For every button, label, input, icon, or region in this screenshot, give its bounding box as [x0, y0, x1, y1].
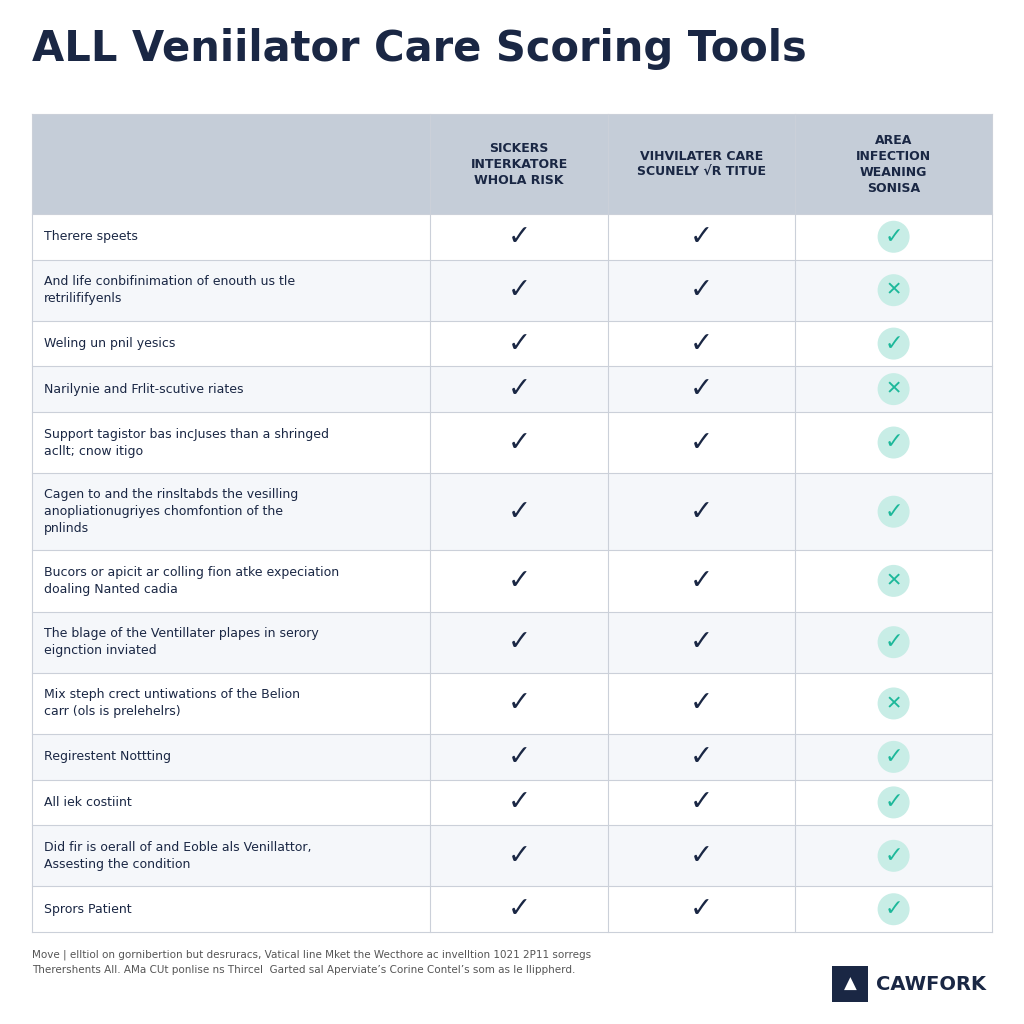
- Text: ✓: ✓: [885, 793, 903, 812]
- Text: Mix steph crect untiwations of the Belion
carr (ols is prelehelrs): Mix steph crect untiwations of the Belio…: [44, 688, 300, 719]
- Bar: [32, 114, 992, 214]
- Text: ✓: ✓: [690, 742, 714, 771]
- Text: SICKERS
INTERKATORE
WHOLA RISK: SICKERS INTERKATORE WHOLA RISK: [471, 141, 568, 186]
- Text: ✓: ✓: [690, 330, 714, 357]
- Text: ✓: ✓: [508, 689, 530, 718]
- Bar: [32, 214, 992, 259]
- Text: ✕: ✕: [886, 694, 902, 713]
- Text: ✓: ✓: [508, 567, 530, 595]
- Bar: [32, 673, 992, 734]
- Circle shape: [878, 741, 909, 773]
- Bar: [831, 966, 868, 1002]
- Text: ✓: ✓: [508, 375, 530, 403]
- Text: Narilynie and Frlit-scutive riates: Narilynie and Frlit-scutive riates: [44, 383, 244, 395]
- Circle shape: [878, 496, 909, 527]
- Text: ✓: ✓: [690, 628, 714, 656]
- Circle shape: [878, 274, 909, 306]
- Bar: [32, 734, 992, 779]
- Text: Move | elltiol on gornibertion but desruracs, Vatical line Mket the Wecthore ac : Move | elltiol on gornibertion but desru…: [32, 950, 591, 975]
- Text: ✓: ✓: [885, 502, 903, 521]
- Text: ✓: ✓: [508, 895, 530, 924]
- Text: ✕: ✕: [886, 281, 902, 300]
- Text: ✓: ✓: [508, 276, 530, 304]
- Text: ✓: ✓: [508, 788, 530, 816]
- Text: ✓: ✓: [885, 334, 903, 353]
- Text: And life conbifinimation of enouth us tle
retrilififyenls: And life conbifinimation of enouth us tl…: [44, 275, 295, 305]
- Circle shape: [878, 626, 909, 658]
- Text: ✓: ✓: [690, 567, 714, 595]
- Circle shape: [878, 427, 909, 459]
- Text: VIHVILATER CARE
SCUNELY √R TITUE: VIHVILATER CARE SCUNELY √R TITUE: [637, 150, 766, 178]
- Text: ✓: ✓: [508, 428, 530, 457]
- Text: ✓: ✓: [885, 226, 903, 247]
- Bar: [32, 825, 992, 887]
- Text: ✓: ✓: [885, 899, 903, 920]
- Bar: [32, 367, 992, 412]
- Circle shape: [878, 328, 909, 359]
- Text: ✓: ✓: [508, 223, 530, 251]
- Text: ✓: ✓: [690, 276, 714, 304]
- Circle shape: [878, 565, 909, 597]
- Text: ✕: ✕: [886, 380, 902, 398]
- Text: ✓: ✓: [690, 375, 714, 403]
- Text: ✓: ✓: [885, 746, 903, 767]
- Circle shape: [878, 221, 909, 253]
- Text: Sprors Patient: Sprors Patient: [44, 903, 132, 915]
- Text: ▲: ▲: [844, 975, 856, 993]
- Text: ✓: ✓: [690, 428, 714, 457]
- Circle shape: [878, 840, 909, 871]
- Bar: [32, 887, 992, 932]
- Text: Did fir is oerall of and Eoble als Venillattor,
Assesting the condition: Did fir is oerall of and Eoble als Venil…: [44, 841, 311, 870]
- Bar: [32, 779, 992, 825]
- Text: ✓: ✓: [690, 223, 714, 251]
- Text: ✓: ✓: [885, 432, 903, 453]
- Text: Therere speets: Therere speets: [44, 230, 138, 244]
- Text: ✓: ✓: [508, 498, 530, 525]
- Bar: [32, 550, 992, 611]
- Text: ✓: ✓: [508, 330, 530, 357]
- Text: ✓: ✓: [508, 742, 530, 771]
- Text: ✕: ✕: [886, 571, 902, 591]
- Text: ✓: ✓: [690, 788, 714, 816]
- Text: ✓: ✓: [508, 842, 530, 869]
- Circle shape: [878, 687, 909, 720]
- Text: Bucors or apicit ar colling fion atke expeciation
doaling Nanted cadia: Bucors or apicit ar colling fion atke ex…: [44, 566, 339, 596]
- Text: The blage of the Ventillater plapes in serory
eignction inviated: The blage of the Ventillater plapes in s…: [44, 627, 318, 657]
- Text: All iek costiint: All iek costiint: [44, 796, 132, 809]
- Text: ✓: ✓: [885, 846, 903, 866]
- Bar: [32, 611, 992, 673]
- Text: AREA
INFECTION
WEANING
SONISA: AREA INFECTION WEANING SONISA: [856, 133, 931, 195]
- Bar: [32, 259, 992, 321]
- Bar: [32, 321, 992, 367]
- Text: ✓: ✓: [885, 632, 903, 652]
- Circle shape: [878, 373, 909, 406]
- Text: ✓: ✓: [690, 895, 714, 924]
- Text: ✓: ✓: [690, 842, 714, 869]
- Text: ✓: ✓: [690, 689, 714, 718]
- Text: ✓: ✓: [508, 628, 530, 656]
- Bar: [32, 473, 992, 550]
- Text: ALL Veniilator Care Scoring Tools: ALL Veniilator Care Scoring Tools: [32, 28, 807, 70]
- Text: Support tagistor bas incJuses than a shringed
acllt; cnow itigo: Support tagistor bas incJuses than a shr…: [44, 428, 329, 458]
- Bar: [32, 412, 992, 473]
- Text: Weling un pnil yesics: Weling un pnil yesics: [44, 337, 175, 350]
- Text: Cagen to and the rinsltabds the vesilling
anopliationugriyes chomfontion of the
: Cagen to and the rinsltabds the vesillin…: [44, 488, 298, 536]
- Circle shape: [878, 893, 909, 926]
- Circle shape: [878, 786, 909, 818]
- Text: Regirestent Nottting: Regirestent Nottting: [44, 751, 171, 763]
- Text: ✓: ✓: [690, 498, 714, 525]
- Text: CAWFORK: CAWFORK: [876, 975, 986, 993]
